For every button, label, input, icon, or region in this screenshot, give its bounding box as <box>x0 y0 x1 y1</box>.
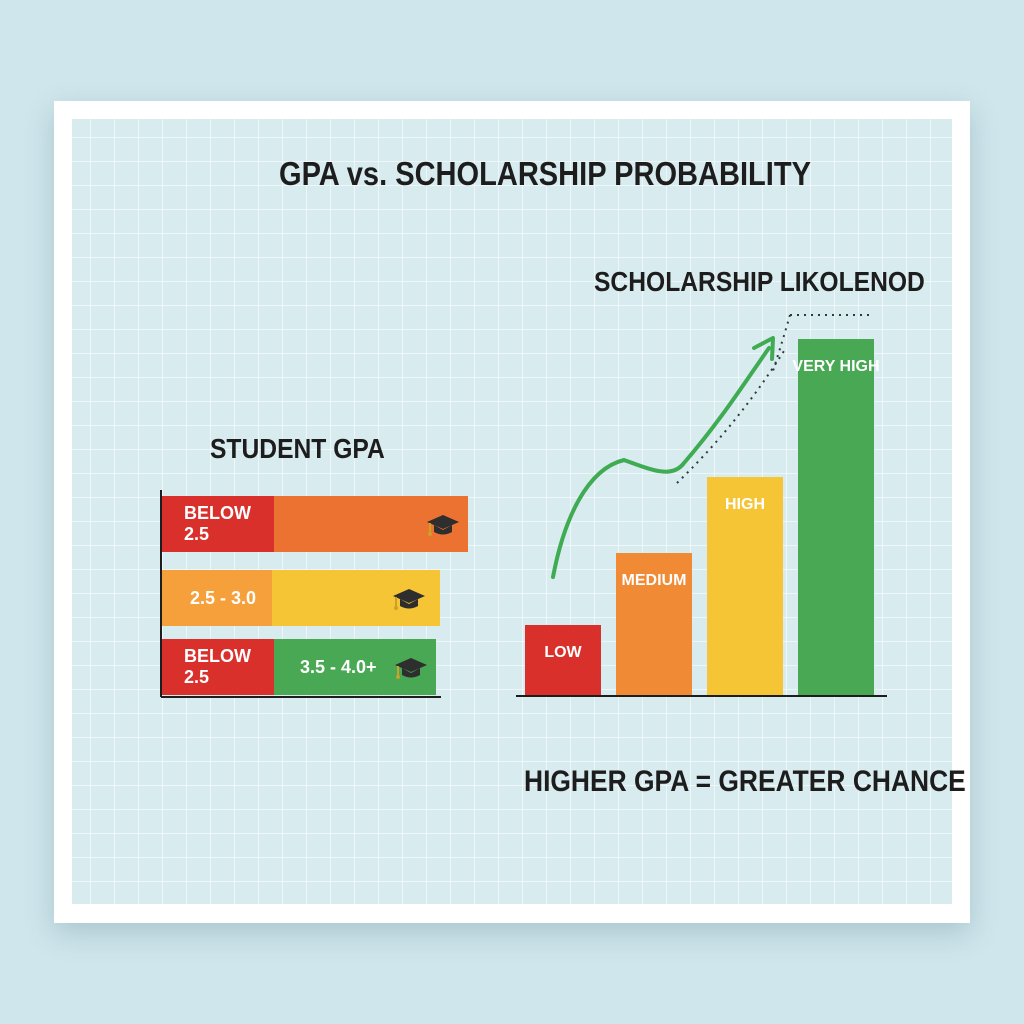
trend-arrow <box>551 346 771 579</box>
chart-title: GPA vs. SCHOLARSHIP PROBABILITY <box>279 155 811 192</box>
gpa-bar-segment <box>272 570 440 626</box>
likelihood-bar-label: HIGH <box>725 496 765 513</box>
trend-arrowhead <box>752 336 775 361</box>
likelihood-bar <box>616 553 692 695</box>
trend-dotted-line <box>676 350 785 484</box>
gpa-bar-label: 3.5 - 4.0+ <box>300 656 377 677</box>
chart-caption: HIGHER GPA = GREATER CHANCE <box>524 765 966 798</box>
gpa-bar-row: 2.5 - 3.0 <box>162 570 440 626</box>
gpa-bar-segment: 3.5 - 4.0+ <box>274 639 436 695</box>
gpa-bar-segment: BELOW 2.5 <box>162 639 274 695</box>
likelihood-chart-title: SCHOLARSHIP LIKOLENOD <box>594 266 925 297</box>
likelihood-bar-label: LOW <box>544 644 582 661</box>
gpa-bar-segment <box>274 496 468 552</box>
graduation-cap-icon <box>394 656 428 687</box>
likelihood-chart: LOW MEDIUM HIGH VERY HIGH <box>160 314 887 698</box>
likelihood-bar-label: MEDIUM <box>622 572 687 589</box>
gpa-bar-label: BELOW 2.5 <box>184 503 251 544</box>
likelihood-bar <box>707 477 783 695</box>
graduation-cap-icon <box>426 513 460 544</box>
gpa-bar-segment: BELOW 2.5 <box>162 496 274 552</box>
likelihood-bar-labels: LOW MEDIUM HIGH VERY HIGH <box>544 358 879 661</box>
gpa-bar-row: BELOW 2.5 <box>162 496 468 552</box>
likelihood-bars <box>525 339 874 695</box>
likelihood-bar-label: VERY HIGH <box>792 358 879 375</box>
trend-dotted-line <box>772 314 791 372</box>
gpa-bar-label: BELOW 2.5 <box>184 646 251 687</box>
chart-panel: GPA vs. SCHOLARSHIP PROBABILITY STUDENT … <box>72 119 966 904</box>
chart-card: GPA vs. SCHOLARSHIP PROBABILITY STUDENT … <box>54 101 970 923</box>
gpa-bar-label: 2.5 - 3.0 <box>190 587 257 608</box>
graduation-cap-icon <box>392 587 426 618</box>
gpa-chart-title: STUDENT GPA <box>210 433 385 464</box>
gpa-bar-row: BELOW 2.5 3.5 - 4.0+ <box>162 639 436 695</box>
likelihood-bar <box>798 339 874 695</box>
gpa-bar-segment: 2.5 - 3.0 <box>162 570 272 626</box>
likelihood-bar <box>525 625 601 695</box>
